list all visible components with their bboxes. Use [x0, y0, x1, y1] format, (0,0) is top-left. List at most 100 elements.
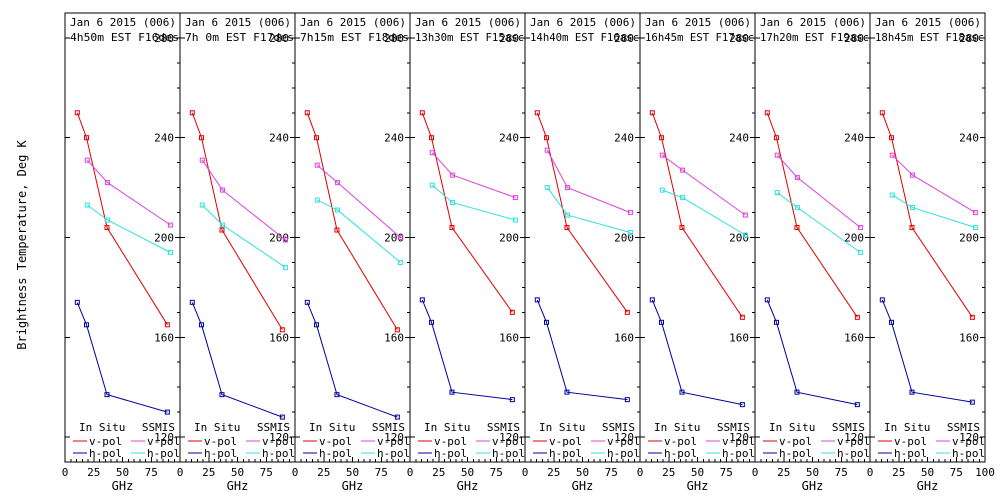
data-point — [512, 217, 518, 223]
data-point — [84, 157, 90, 163]
x-axis-label: GHz — [342, 479, 364, 493]
legend-insitu-v-label: v-pol — [549, 435, 582, 448]
data-point — [282, 237, 288, 243]
legend-insitu-header: In Situ — [309, 421, 355, 434]
data-point — [742, 212, 748, 218]
legend-ssmis-h-label: h-pol — [492, 447, 525, 460]
x-tick-label: 75 — [720, 466, 733, 479]
x-tick-label: 75 — [145, 466, 158, 479]
data-point — [449, 389, 455, 395]
y-tick-label: 160 — [614, 331, 634, 344]
data-point — [854, 314, 860, 320]
legend-ssmis-header: SSMIS — [947, 421, 980, 434]
legend-insitu-h-label: h-pol — [779, 447, 812, 460]
data-point — [774, 135, 780, 141]
x-tick-label: 100 — [975, 466, 995, 479]
y-axis-label: Brightness Temperature, Deg K — [15, 139, 29, 349]
x-tick-label: 50 — [806, 466, 819, 479]
data-point — [659, 152, 665, 158]
data-point — [774, 319, 780, 325]
data-point — [84, 202, 90, 208]
x-tick-label: 50 — [461, 466, 474, 479]
data-point — [397, 235, 403, 240]
data-point — [565, 185, 571, 191]
data-point — [279, 327, 285, 333]
data-point — [84, 135, 90, 141]
x-tick-label: 25 — [892, 466, 905, 479]
legend-ssmis-h-label: h-pol — [377, 447, 410, 460]
data-point — [419, 297, 425, 303]
series-line-in-situ-h-pol — [536, 299, 628, 401]
data-point — [220, 222, 226, 228]
data-point — [104, 392, 110, 398]
legend-insitu-h-label: h-pol — [549, 447, 582, 460]
data-point — [534, 297, 540, 303]
data-point — [429, 319, 435, 325]
y-tick-label: 280 — [499, 32, 519, 45]
series-line-in-situ-h-pol — [651, 299, 743, 406]
data-point — [774, 152, 780, 158]
y-tick-label: 120 — [959, 431, 979, 444]
data-point — [794, 389, 800, 395]
legend-insitu-v-label: v-pol — [894, 435, 927, 448]
data-point — [304, 110, 310, 116]
series-line-in-situ-v-pol — [306, 112, 398, 331]
data-point — [534, 110, 540, 116]
data-point — [680, 195, 686, 201]
y-tick-label: 200 — [499, 232, 519, 245]
data-point — [739, 314, 745, 320]
y-tick-label: 240 — [959, 132, 979, 145]
y-tick-label: 240 — [384, 132, 404, 145]
x-tick-label: 50 — [691, 466, 704, 479]
x-tick-label: 0 — [522, 466, 529, 479]
x-tick-label: 0 — [637, 466, 644, 479]
x-tick-label: 25 — [777, 466, 790, 479]
series-line-ssmis-v-pol — [891, 154, 976, 214]
y-tick-label: 120 — [384, 431, 404, 444]
data-point — [509, 397, 515, 403]
panel-title-time: 13h30m EST F15asc — [415, 31, 524, 44]
y-tick-label: 200 — [959, 232, 979, 245]
legend-insitu-v-label: v-pol — [434, 435, 467, 448]
y-tick-label: 240 — [499, 132, 519, 145]
series-line-in-situ-v-pol — [421, 112, 513, 313]
x-tick-label: 75 — [490, 466, 503, 479]
y-tick-label: 160 — [384, 331, 404, 344]
y-tick-label: 120 — [844, 431, 864, 444]
y-tick-label: 160 — [729, 331, 749, 344]
y-tick-label: 240 — [729, 132, 749, 145]
series-line-ssmis-h-pol — [87, 204, 171, 253]
legend-ssmis-v-label: v-pol — [262, 435, 295, 448]
x-axis-label: GHz — [802, 479, 824, 493]
series-line-in-situ-h-pol — [766, 299, 858, 406]
data-point — [879, 297, 885, 303]
x-axis-label: GHz — [112, 479, 134, 493]
panel-3: Jan 6 2015 (006) 7h15m EST F18des 120 160 20… — [292, 12, 411, 493]
x-tick-label: 25 — [432, 466, 445, 479]
data-point — [739, 402, 745, 408]
data-point — [857, 249, 863, 255]
x-tick-label: 75 — [835, 466, 848, 479]
panel-title-time: 4h50m EST F16des — [70, 31, 179, 44]
legend-ssmis-v-label: v-pol — [722, 435, 755, 448]
legend-insitu-v-label: v-pol — [664, 435, 697, 448]
data-point — [969, 314, 975, 320]
panel-title-time: 7h 0m EST F17des — [185, 31, 294, 44]
legend-ssmis-header: SSMIS — [832, 421, 865, 434]
data-point — [565, 212, 571, 218]
panel-title-date: Jan 6 2015 (006) — [70, 16, 176, 29]
series-line-ssmis-v-pol — [86, 159, 171, 226]
data-point — [334, 227, 340, 233]
x-tick-label: 25 — [87, 466, 100, 479]
legend-insitu-header: In Situ — [79, 421, 125, 434]
legend-insitu-h-label: h-pol — [204, 447, 237, 460]
x-tick-label: 0 — [292, 466, 299, 479]
x-axis-label: GHz — [227, 479, 249, 493]
data-point — [167, 222, 173, 228]
y-tick-label: 240 — [614, 132, 634, 145]
data-point — [972, 210, 978, 216]
series-line-ssmis-h-pol — [892, 194, 976, 228]
data-point — [220, 187, 226, 193]
